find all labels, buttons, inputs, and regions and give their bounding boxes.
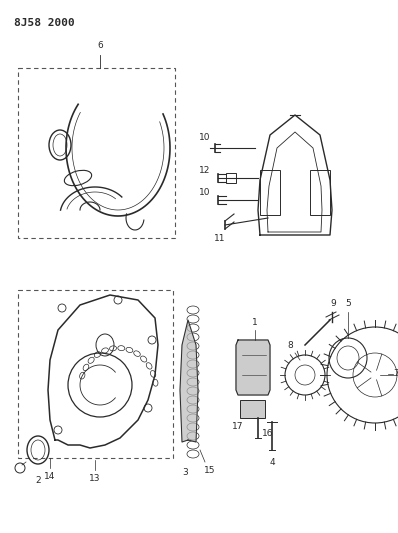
Text: 11: 11: [214, 234, 226, 243]
Bar: [18, 290, 173, 458]
Text: 13: 13: [89, 474, 101, 483]
Bar: [310, 170, 330, 215]
Text: 2: 2: [35, 476, 41, 485]
Text: 10: 10: [199, 133, 211, 142]
Polygon shape: [180, 320, 198, 442]
Text: 10: 10: [199, 188, 211, 197]
Polygon shape: [236, 340, 270, 395]
Text: 15: 15: [204, 466, 216, 475]
Text: 12: 12: [199, 166, 211, 175]
Bar: [226, 173, 236, 183]
Bar: [18, 68, 175, 238]
Text: 9: 9: [330, 299, 336, 308]
Text: 7: 7: [393, 369, 398, 378]
Text: 1: 1: [252, 318, 258, 327]
Text: 16: 16: [262, 430, 273, 439]
Text: 8J58 2000: 8J58 2000: [14, 18, 75, 28]
Text: 5: 5: [345, 299, 351, 308]
Text: 3: 3: [182, 468, 188, 477]
Text: 4: 4: [269, 458, 275, 467]
Text: 17: 17: [232, 422, 244, 431]
Bar: [240, 400, 265, 418]
Text: 8: 8: [287, 341, 293, 350]
Bar: [260, 170, 280, 215]
Text: 6: 6: [97, 41, 103, 50]
Text: 14: 14: [44, 472, 56, 481]
